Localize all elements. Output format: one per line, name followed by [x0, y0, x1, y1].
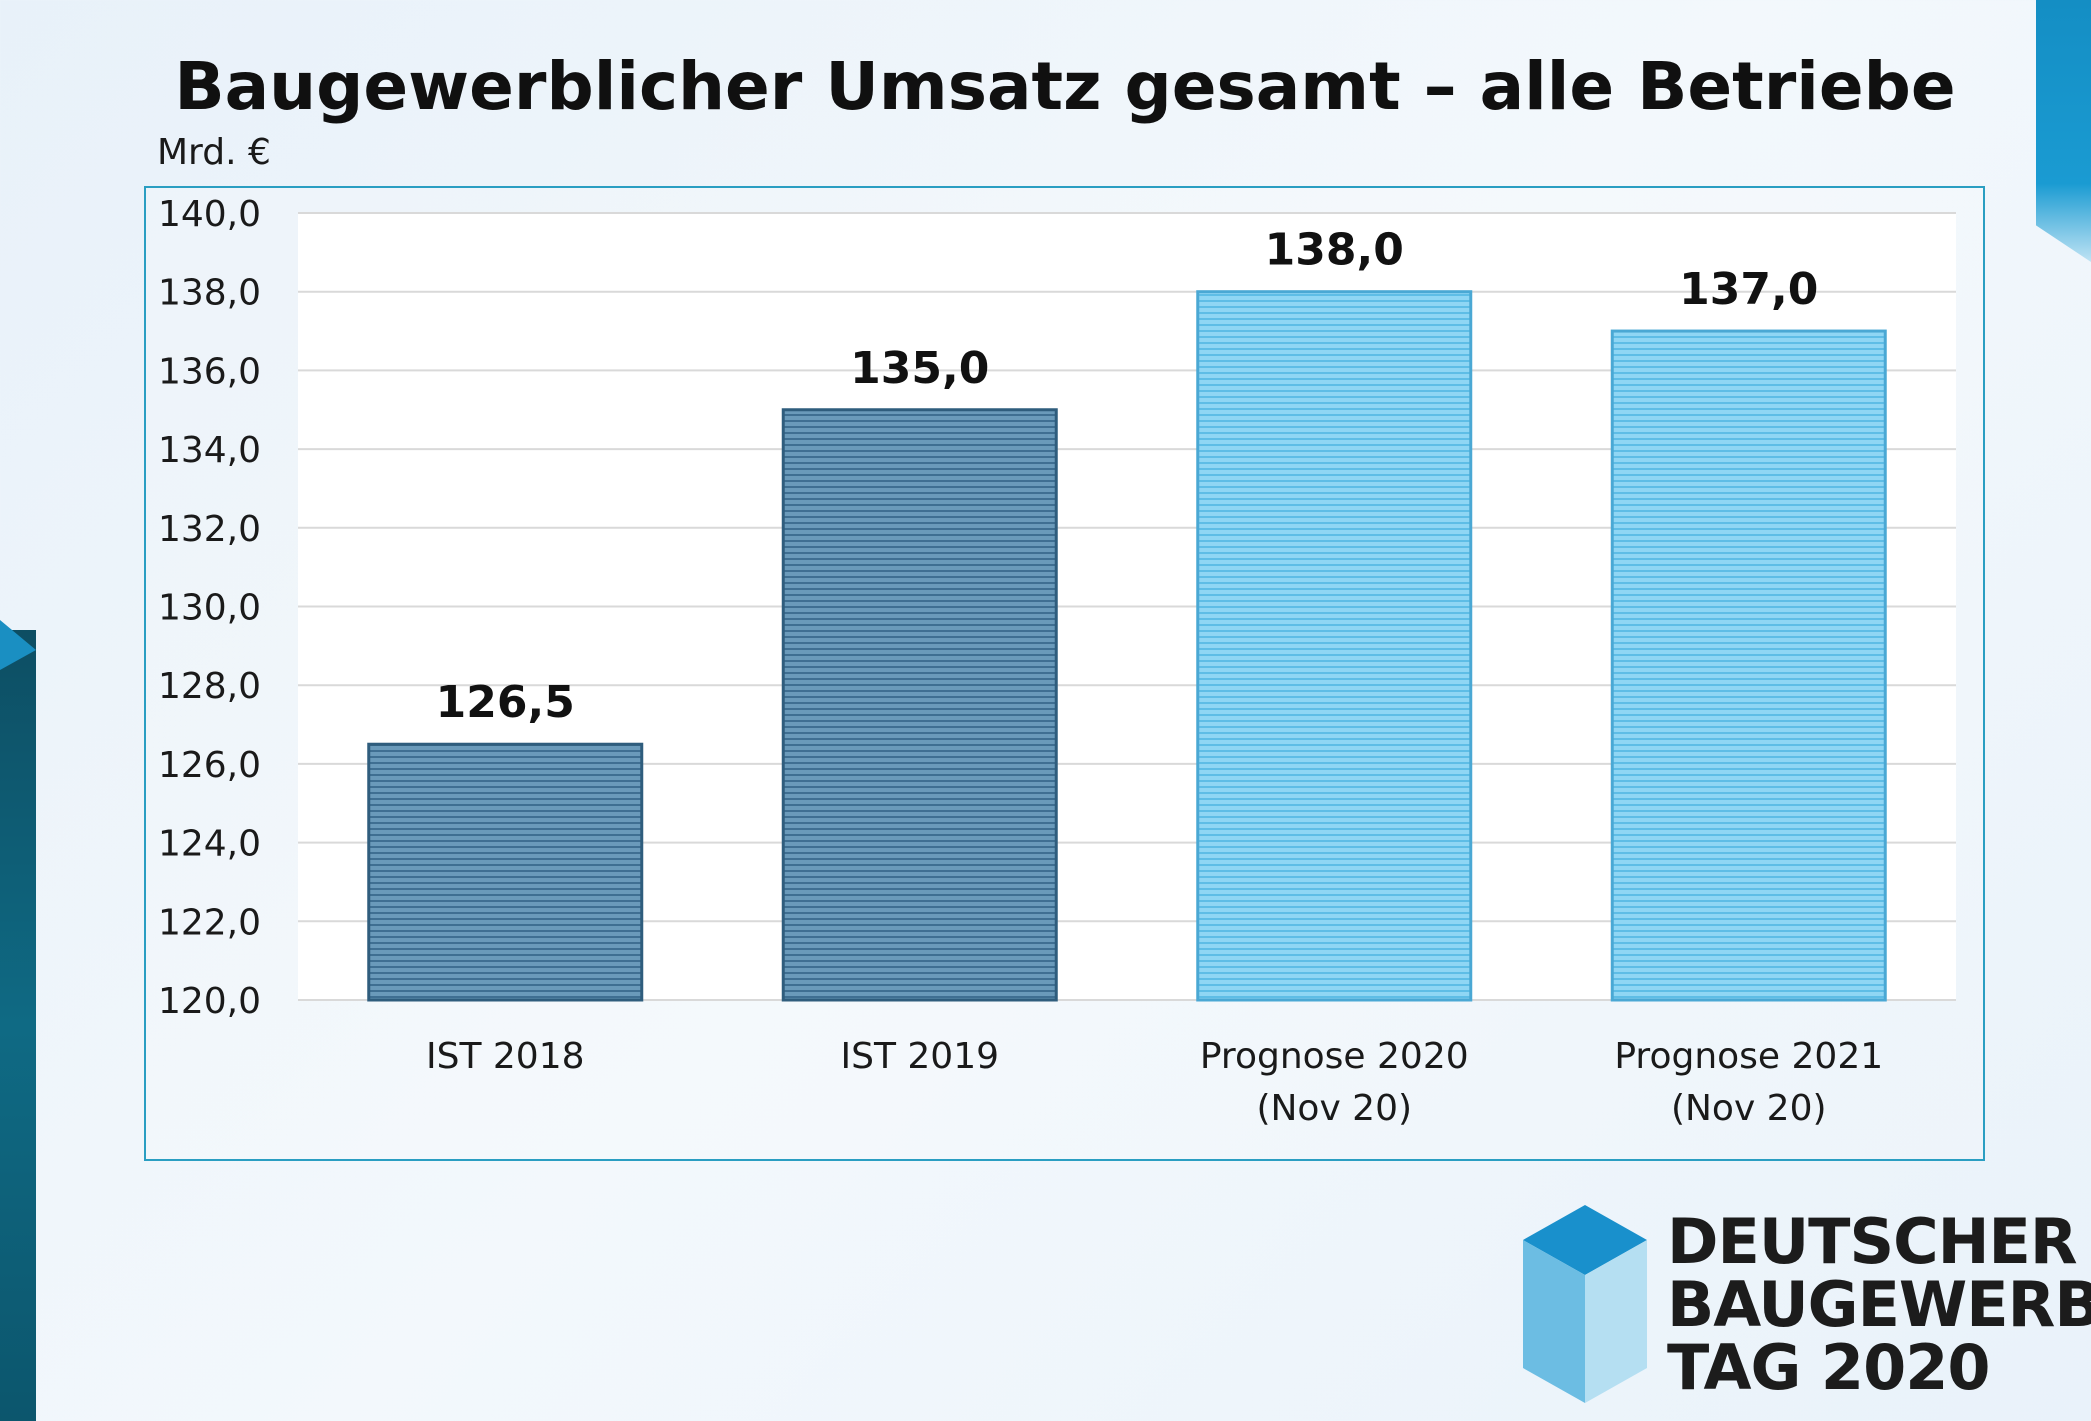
chart-title: Baugewerblicher Umsatz gesamt – alle Bet…: [174, 48, 1956, 125]
y-tick-label: 134,0: [158, 430, 261, 471]
x-tick-label: (Nov 20): [1671, 1088, 1827, 1129]
y-tick-label: 140,0: [158, 194, 261, 235]
logo-line-1: DEUTSCHER: [1667, 1205, 2078, 1278]
bar: [1610, 329, 1887, 1002]
y-tick-label: 128,0: [158, 666, 261, 707]
x-tick-label: IST 2018: [426, 1036, 585, 1077]
bar: [367, 742, 644, 1002]
y-tick-label: 122,0: [158, 902, 261, 943]
logo-cube-icon: [1523, 1205, 1647, 1403]
x-tick-label: Prognose 2021: [1614, 1036, 1883, 1077]
logo-line-2: BAUGEWERBE: [1667, 1268, 2091, 1341]
data-label: 138,0: [1265, 225, 1404, 276]
y-tick-label: 126,0: [158, 745, 261, 786]
y-tick-label: 130,0: [158, 588, 261, 629]
y-tick-label: 138,0: [158, 273, 261, 314]
left-decoration-bar: [0, 630, 36, 1421]
right-decoration-bar: [2036, 0, 2091, 262]
bar: [1196, 290, 1473, 1002]
y-tick-label: 124,0: [158, 824, 261, 865]
data-label: 135,0: [850, 343, 989, 394]
x-tick-label: (Nov 20): [1256, 1088, 1412, 1129]
bar: [781, 408, 1058, 1002]
x-tick-label: Prognose 2020: [1200, 1036, 1469, 1077]
x-tick-label: IST 2019: [840, 1036, 999, 1077]
y-tick-label: 120,0: [158, 981, 261, 1022]
y-axis-unit-label: Mrd. €: [157, 132, 271, 173]
bar-chart: 120,0 122,0 124,0 126,0 128,0 130,0 132,0 134,0…: [158, 194, 1956, 1129]
logo: DEUTSCHER BAUGEWERBE TAG 2020: [1515, 1205, 2091, 1405]
left-decoration-tip: [0, 620, 36, 670]
data-label: 126,5: [436, 677, 575, 728]
y-tick-label: 136,0: [158, 351, 261, 392]
logo-line-3: TAG 2020: [1667, 1331, 1990, 1404]
data-label: 137,0: [1679, 264, 1818, 315]
y-tick-label: 132,0: [158, 509, 261, 550]
